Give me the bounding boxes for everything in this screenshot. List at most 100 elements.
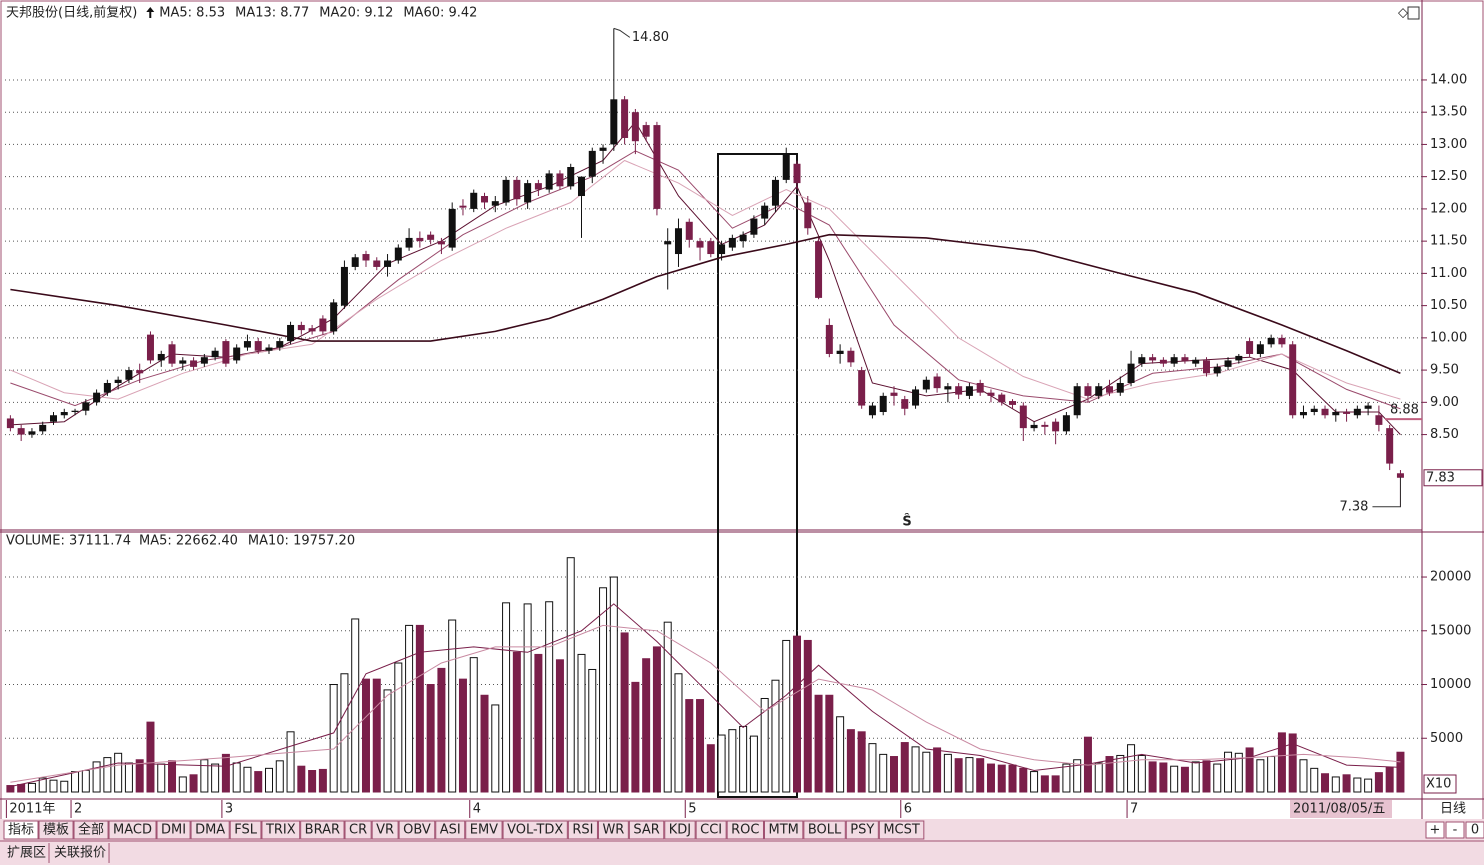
zoom-label[interactable]: 0 (1471, 823, 1479, 838)
tab-box[interactable] (261, 820, 301, 840)
tab-label[interactable]: ASI (440, 823, 461, 838)
candle-body (265, 347, 273, 351)
toolbar-tab[interactable]: OBV (398, 820, 436, 840)
tab-box[interactable] (3, 820, 39, 840)
tab-label[interactable]: 指标 (8, 823, 34, 838)
tab-box[interactable] (726, 820, 764, 840)
tab-label[interactable]: MCST (883, 823, 920, 838)
up-arrow-icon (146, 7, 155, 18)
tab-box[interactable] (300, 820, 345, 840)
tab-label[interactable]: KDJ (669, 823, 691, 838)
tab-label[interactable]: VR (376, 823, 394, 838)
tab-label[interactable]: 模板 (43, 823, 69, 838)
toolbar-tab[interactable]: KDJ (664, 820, 696, 840)
period-label[interactable]: 日线 (1440, 802, 1466, 817)
toolbar-tab[interactable]: ROC (726, 820, 764, 840)
bottom-tab[interactable]: 关联报价 (54, 846, 106, 861)
toolbar-tab[interactable]: BOLL (803, 820, 846, 840)
tab-box[interactable] (567, 820, 598, 840)
tab-label[interactable]: CR (349, 823, 367, 838)
toolbar-tab[interactable]: 指标 (3, 820, 39, 840)
tab-box[interactable] (38, 820, 74, 840)
diamond-icon[interactable]: ◇ (1398, 6, 1408, 21)
tab-label[interactable]: WR (602, 823, 624, 838)
y-tick-label: 10.50 (1430, 298, 1467, 313)
tab-box[interactable] (502, 820, 568, 840)
tab-label[interactable]: CCI (700, 823, 722, 838)
toolbar-tab[interactable]: VR (371, 820, 399, 840)
tab-label[interactable]: VOL-TDX (507, 823, 563, 838)
volume-bar (168, 760, 177, 793)
tab-box[interactable] (465, 820, 503, 840)
volume-header: VOLUME: 37111.74 MA5: 22662.40 MA10: 19757… (6, 534, 355, 549)
zoom-button[interactable] (1465, 821, 1484, 839)
candle-body (718, 244, 726, 255)
toolbar-tab[interactable]: ASI (435, 820, 466, 840)
tab-box[interactable] (435, 820, 466, 840)
tab-label[interactable]: PSY (850, 823, 874, 838)
tab-box[interactable] (695, 820, 727, 840)
tab-box[interactable] (229, 820, 262, 840)
tab-box[interactable] (190, 820, 230, 840)
tab-label[interactable]: EMV (470, 823, 498, 838)
volume-bar (221, 753, 230, 793)
zoom-button[interactable] (1445, 821, 1465, 839)
volume-bar (458, 678, 467, 793)
toolbar-tab[interactable]: RSI (567, 820, 598, 840)
volume-bar (1385, 766, 1394, 793)
toolbar-tab[interactable]: MCST (878, 820, 925, 840)
toolbar-tab[interactable]: FSL (229, 820, 262, 840)
window-icon[interactable] (1407, 6, 1420, 20)
volume-bar (211, 763, 220, 793)
tab-box[interactable] (597, 820, 629, 840)
tab-box[interactable] (371, 820, 399, 840)
toolbar-tab[interactable]: VOL-TDX (502, 820, 568, 840)
toolbar-tab[interactable]: DMA (190, 820, 230, 840)
tab-box[interactable] (763, 820, 804, 840)
toolbar-tab[interactable]: BRAR (300, 820, 345, 840)
toolbar-tab[interactable]: EMV (465, 820, 503, 840)
y-tick-label: 11.50 (1430, 234, 1467, 249)
volume-bar (415, 624, 424, 793)
tab-box[interactable] (344, 820, 372, 840)
tab-label[interactable]: 全部 (78, 822, 104, 838)
zoom-label[interactable]: - (1453, 823, 1458, 838)
tab-box[interactable] (628, 820, 665, 840)
tab-box[interactable] (108, 820, 157, 840)
tab-label[interactable]: MACD (113, 823, 152, 838)
tab-box[interactable] (73, 820, 109, 840)
tab-label[interactable]: BRAR (305, 823, 340, 838)
volume-bar (1213, 763, 1222, 793)
tab-label[interactable]: SAR (633, 823, 659, 838)
toolbar-tab[interactable]: MACD (108, 820, 157, 840)
volume-bar (545, 601, 554, 793)
tab-label[interactable]: ROC (731, 823, 759, 838)
zoom-label[interactable]: + (1430, 823, 1441, 838)
tab-box[interactable] (878, 820, 925, 840)
zoom-button[interactable] (1425, 821, 1445, 839)
toolbar-tab[interactable]: WR (597, 820, 629, 840)
tab-label[interactable]: DMI (161, 823, 186, 838)
tab-label[interactable]: DMA (195, 823, 225, 838)
tab-box[interactable] (845, 820, 879, 840)
toolbar-tab[interactable]: PSY (845, 820, 879, 840)
tab-box[interactable] (156, 820, 191, 840)
toolbar-tab[interactable]: CR (344, 820, 372, 840)
toolbar-tab[interactable]: 模板 (38, 820, 74, 840)
toolbar-tab[interactable]: MTM (763, 820, 804, 840)
tab-box[interactable] (664, 820, 696, 840)
toolbar-tab[interactable]: TRIX (261, 820, 301, 840)
tab-box[interactable] (398, 820, 436, 840)
toolbar-tab[interactable]: 全部 (73, 820, 109, 840)
bottom-tab[interactable]: 扩展区 (7, 846, 46, 861)
tab-label[interactable]: OBV (403, 823, 431, 838)
toolbar-tab[interactable]: DMI (156, 820, 191, 840)
tab-label[interactable]: TRIX (265, 823, 296, 838)
tab-label[interactable]: BOLL (808, 823, 842, 838)
toolbar-tab[interactable]: CCI (695, 820, 727, 840)
tab-label[interactable]: RSI (572, 823, 593, 838)
tab-box[interactable] (803, 820, 846, 840)
tab-label[interactable]: MTM (768, 823, 798, 838)
toolbar-tab[interactable]: SAR (628, 820, 665, 840)
tab-label[interactable]: FSL (234, 823, 258, 838)
